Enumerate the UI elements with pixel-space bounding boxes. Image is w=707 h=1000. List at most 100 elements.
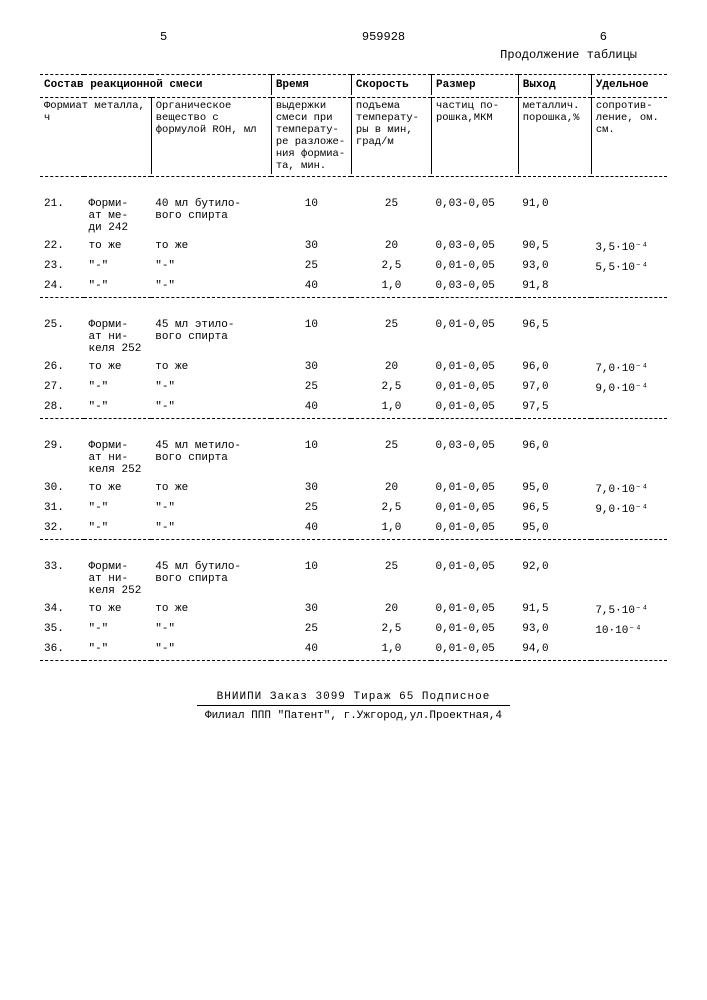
cell-size: 0,01-0,05 xyxy=(431,398,518,416)
cell-organic: "-" xyxy=(151,640,271,658)
th-size: Размер xyxy=(431,75,518,96)
cell-num: 32. xyxy=(40,519,84,537)
cell-formiat: то же xyxy=(84,600,151,620)
cell-resist: 7,0·10⁻⁴ xyxy=(591,479,667,499)
cell-size: 0,03-0,05 xyxy=(431,237,518,257)
cell-rate: 20 xyxy=(351,237,431,257)
cell-rate: 1,0 xyxy=(351,519,431,537)
cell-yield: 93,0 xyxy=(518,257,591,277)
cell-time: 40 xyxy=(271,640,351,658)
cell-rate: 20 xyxy=(351,358,431,378)
cell-rate: 20 xyxy=(351,600,431,620)
cell-time: 10 xyxy=(271,195,351,237)
cell-resist: 7,5·10⁻⁴ xyxy=(591,600,667,620)
cell-rate: 1,0 xyxy=(351,277,431,295)
cell-rate: 1,0 xyxy=(351,398,431,416)
cell-resist: 5,5·10⁻⁴ xyxy=(591,257,667,277)
cell-yield: 96,0 xyxy=(518,358,591,378)
cell-organic: "-" xyxy=(151,378,271,398)
cell-time: 25 xyxy=(271,620,351,640)
cell-organic: то же xyxy=(151,479,271,499)
cell-organic: 45 мл бутило-вого спирта xyxy=(151,558,271,600)
cell-num: 36. xyxy=(40,640,84,658)
cell-size: 0,01-0,05 xyxy=(431,499,518,519)
cell-resist xyxy=(591,640,667,658)
cell-resist xyxy=(591,195,667,237)
cell-rate: 25 xyxy=(351,437,431,479)
sth-organic: Органическое вещество с формулой ROH, мл xyxy=(151,98,271,175)
cell-size: 0,01-0,05 xyxy=(431,519,518,537)
sth-time: выдержки смеси при температу-ре разложе-… xyxy=(271,98,351,175)
cell-yield: 90,5 xyxy=(518,237,591,257)
cell-num: 26. xyxy=(40,358,84,378)
cell-time: 10 xyxy=(271,558,351,600)
cell-size: 0,01-0,05 xyxy=(431,316,518,358)
cell-size: 0,01-0,05 xyxy=(431,640,518,658)
cell-yield: 95,0 xyxy=(518,519,591,537)
cell-formiat: то же xyxy=(84,237,151,257)
cell-time: 25 xyxy=(271,378,351,398)
table-row: 35."-""-"252,50,01-0,0593,010·10⁻⁴ xyxy=(40,620,667,640)
th-rate: Скорость xyxy=(351,75,431,96)
cell-formiat: "-" xyxy=(84,640,151,658)
cell-size: 0,01-0,05 xyxy=(431,558,518,600)
cell-resist: 7,0·10⁻⁴ xyxy=(591,358,667,378)
cell-yield: 96,0 xyxy=(518,437,591,479)
cell-time: 25 xyxy=(271,257,351,277)
th-time: Время xyxy=(271,75,351,96)
cell-num: 23. xyxy=(40,257,84,277)
th-yield: Выход xyxy=(518,75,591,96)
cell-num: 33. xyxy=(40,558,84,600)
cell-resist: 9,0·10⁻⁴ xyxy=(591,499,667,519)
cell-yield: 91,0 xyxy=(518,195,591,237)
doc-number: 959928 xyxy=(362,30,405,44)
cell-formiat: "-" xyxy=(84,398,151,416)
th-resist: Удельное xyxy=(591,75,667,96)
table-row: 33.Форми-ат ни-келя 25245 мл бутило-вого… xyxy=(40,558,667,600)
cell-organic: "-" xyxy=(151,257,271,277)
cell-rate: 25 xyxy=(351,316,431,358)
cell-organic: "-" xyxy=(151,398,271,416)
cell-organic: "-" xyxy=(151,620,271,640)
sth-yield: металлич. порошка,% xyxy=(518,98,591,175)
cell-organic: 45 мл этило-вого спирта xyxy=(151,316,271,358)
table-row: 21.Форми-ат ме-ди 24240 мл бутило-вого с… xyxy=(40,195,667,237)
cell-yield: 92,0 xyxy=(518,558,591,600)
sth-rate: подъема температу-ры в мин, град/м xyxy=(351,98,431,175)
cell-resist xyxy=(591,316,667,358)
cell-resist xyxy=(591,558,667,600)
cell-formiat: "-" xyxy=(84,519,151,537)
cell-num: 24. xyxy=(40,277,84,295)
cell-num: 27. xyxy=(40,378,84,398)
cell-resist xyxy=(591,277,667,295)
cell-organic: 40 мл бутило-вого спирта xyxy=(151,195,271,237)
cell-time: 40 xyxy=(271,519,351,537)
cell-time: 40 xyxy=(271,277,351,295)
table-row: 24."-""-"401,00,03-0,0591,8 xyxy=(40,277,667,295)
cell-num: 25. xyxy=(40,316,84,358)
cell-rate: 25 xyxy=(351,558,431,600)
cell-num: 21. xyxy=(40,195,84,237)
cell-num: 29. xyxy=(40,437,84,479)
cell-time: 10 xyxy=(271,316,351,358)
cell-formiat: "-" xyxy=(84,277,151,295)
cell-yield: 95,0 xyxy=(518,479,591,499)
sth-size: частиц по-рошка,МКМ xyxy=(431,98,518,175)
cell-time: 40 xyxy=(271,398,351,416)
cell-formiat: то же xyxy=(84,479,151,499)
cell-time: 25 xyxy=(271,499,351,519)
table-row: 36."-""-"401,00,01-0,0594,0 xyxy=(40,640,667,658)
cell-num: 35. xyxy=(40,620,84,640)
cell-rate: 2,5 xyxy=(351,378,431,398)
cell-size: 0,01-0,05 xyxy=(431,620,518,640)
cell-yield: 96,5 xyxy=(518,499,591,519)
footer: ВНИИПИ Заказ 3099 Тираж 65 Подписное Фил… xyxy=(40,691,667,722)
cell-formiat: Форми-ат ни-келя 252 xyxy=(84,437,151,479)
cell-resist: 10·10⁻⁴ xyxy=(591,620,667,640)
cell-size: 0,01-0,05 xyxy=(431,358,518,378)
cell-time: 30 xyxy=(271,237,351,257)
table-row: 34.то жето же30200,01-0,0591,57,5·10⁻⁴ xyxy=(40,600,667,620)
cell-resist xyxy=(591,437,667,479)
cell-num: 30. xyxy=(40,479,84,499)
cell-rate: 2,5 xyxy=(351,499,431,519)
